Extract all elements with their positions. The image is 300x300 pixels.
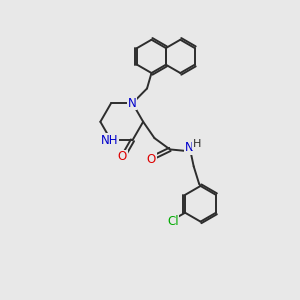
Text: N: N — [184, 141, 193, 154]
Text: O: O — [147, 153, 156, 166]
Text: NH: NH — [101, 134, 118, 147]
Text: Cl: Cl — [167, 215, 178, 228]
Text: H: H — [193, 140, 201, 149]
Text: N: N — [128, 97, 137, 110]
Text: O: O — [118, 150, 127, 163]
